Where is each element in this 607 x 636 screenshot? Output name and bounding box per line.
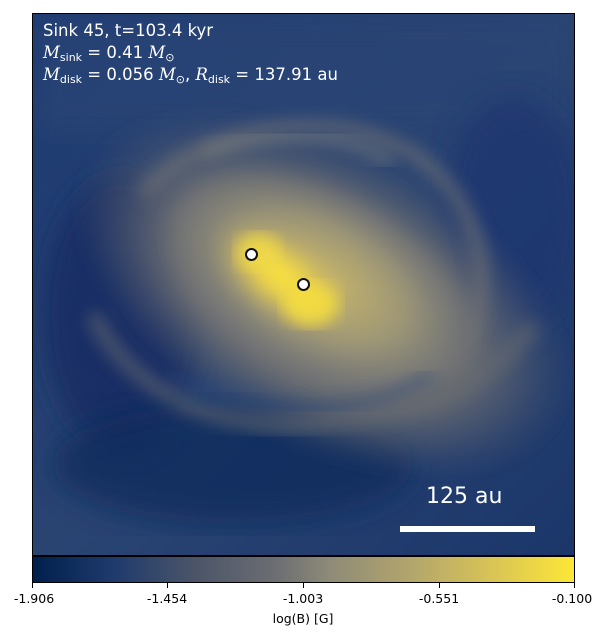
magnetic-field-map: Sink 45, t=103.4 kyr Msink = 0.41 M⊙ Mdi… (32, 13, 575, 556)
sink-title: Sink 45, t=103.4 kyr (43, 21, 214, 40)
colorbar-tick-label-0: -1.906 (13, 591, 55, 606)
colorbar-tick-label-4: -0.100 (551, 591, 593, 606)
field-image (33, 14, 574, 555)
disk-line: Mdisk = 0.056 M⊙, Rdisk = 137.91 au (43, 65, 338, 86)
sink-mass-line: Msink = 0.41 M⊙ (43, 43, 175, 64)
colorbar-tick-4 (574, 583, 575, 588)
colorbar (32, 556, 575, 583)
colorbar-tick-label-1: -1.454 (146, 591, 188, 606)
colorbar-label: log(B) [G] (272, 611, 334, 626)
scale-bar-label: 125 au (426, 484, 503, 509)
colorbar-tick-0 (32, 583, 33, 588)
colorbar-tick-1 (167, 583, 168, 588)
colorbar-tick-label-2: -1.003 (282, 591, 324, 606)
scale-bar (400, 526, 535, 532)
colorbar-tick-label-3: -0.551 (418, 591, 460, 606)
colorbar-tick-2 (303, 583, 304, 588)
sink-marker-b (297, 278, 310, 291)
sink-marker-a (245, 248, 258, 261)
colorbar-tick-3 (439, 583, 440, 588)
